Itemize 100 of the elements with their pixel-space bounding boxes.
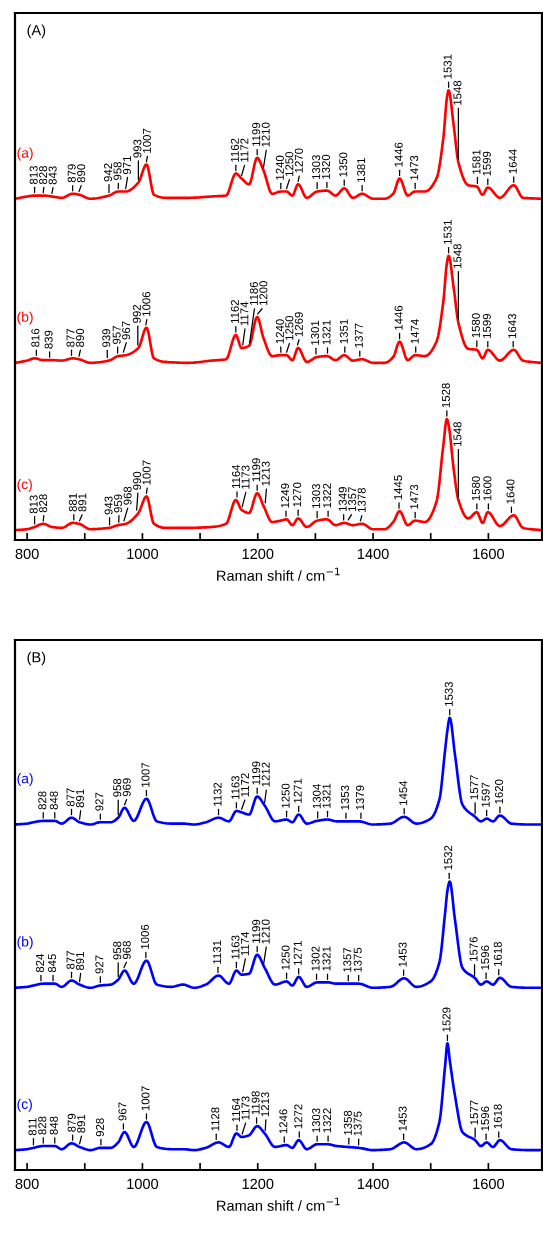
annotation: 839 bbox=[44, 330, 53, 349]
annotation: 1378 bbox=[357, 487, 366, 512]
annotation: 1358 bbox=[343, 1110, 352, 1135]
annotation: 1172 bbox=[240, 138, 249, 162]
annotation: 1474 bbox=[410, 319, 419, 344]
annotation: 939 bbox=[102, 329, 111, 347]
annotation: 891 bbox=[78, 493, 87, 512]
annotation: 1322 bbox=[323, 1108, 332, 1133]
annotation: 1210 bbox=[261, 122, 270, 147]
annotation: 1577 bbox=[470, 1100, 479, 1125]
annotation: 943 bbox=[104, 496, 113, 515]
annotation: 1164 bbox=[231, 1098, 241, 1122]
annotation: 1210 bbox=[261, 919, 270, 944]
annotation: 1599 bbox=[482, 151, 491, 176]
annotation: 928 bbox=[95, 1118, 104, 1137]
annotation: 1620 bbox=[494, 779, 503, 804]
annotation: 1199 bbox=[252, 761, 261, 785]
annotation: 828 bbox=[39, 494, 48, 513]
annotation: 1357 bbox=[343, 947, 352, 972]
x-axis-title: Raman shift / cm$^{−1}$ bbox=[217, 1197, 340, 1211]
annotation: 1597 bbox=[481, 782, 490, 807]
annotation: 1198 bbox=[251, 1091, 260, 1115]
annotation: 1357 bbox=[348, 487, 357, 512]
annotation: 1007 bbox=[141, 762, 150, 787]
annotation: 848 bbox=[49, 791, 58, 810]
annotation: 957 bbox=[112, 326, 121, 344]
annotation: 969 bbox=[122, 778, 131, 797]
annotation: 891 bbox=[77, 1114, 86, 1133]
x-tick-label: 1600 bbox=[473, 1178, 505, 1190]
annotation: 1213 bbox=[261, 1092, 270, 1117]
annotation: 1600 bbox=[483, 476, 492, 501]
annotation: 1321 bbox=[322, 783, 331, 808]
text: (a) bbox=[17, 147, 33, 161]
annotation: 1199 bbox=[252, 458, 261, 482]
annotation: 1007 bbox=[141, 1086, 150, 1111]
annotation: 824 bbox=[35, 954, 44, 973]
annotation: 1596 bbox=[481, 1106, 490, 1131]
annotation: 1453 bbox=[398, 942, 407, 967]
annotation: 1446 bbox=[394, 142, 403, 167]
annotation: 1349 bbox=[338, 487, 347, 512]
annotation: 1131 bbox=[212, 940, 222, 964]
annotation: 1643 bbox=[508, 313, 517, 338]
annotation: 1302 bbox=[311, 946, 320, 971]
annotation: 1528 bbox=[441, 383, 450, 408]
annotation: 816 bbox=[31, 328, 40, 347]
annotation: 1250 bbox=[281, 783, 290, 808]
annotation: 877 bbox=[66, 951, 75, 970]
annotation: 958 bbox=[113, 941, 122, 960]
annotation: 1454 bbox=[399, 780, 408, 805]
annotation: 1007 bbox=[142, 128, 151, 153]
x-tick-label: 1200 bbox=[242, 1178, 274, 1190]
x-tick-label: 1400 bbox=[357, 1178, 389, 1190]
annotation: 828 bbox=[38, 791, 47, 810]
annotation: 1272 bbox=[294, 1104, 303, 1129]
annotation: 1174 bbox=[241, 931, 249, 956]
annotation: 927 bbox=[95, 792, 104, 811]
x-tick-label: 1000 bbox=[127, 1178, 159, 1190]
annotation: 1580 bbox=[471, 313, 480, 338]
annotation: 990 bbox=[133, 471, 142, 490]
annotation: 1533 bbox=[444, 681, 453, 706]
annotation: 1350 bbox=[339, 152, 348, 177]
annotation: 848 bbox=[49, 1116, 58, 1135]
annotation: 1213 bbox=[261, 461, 270, 486]
annotation: 1271 bbox=[293, 941, 302, 966]
annotation: 1375 bbox=[353, 1111, 362, 1136]
annotation: 890 bbox=[77, 164, 86, 183]
annotation: 1128 bbox=[211, 1107, 220, 1131]
annotation: 1240 bbox=[275, 155, 284, 180]
annotation: 1303 bbox=[312, 1108, 321, 1133]
annotation: 1351 bbox=[339, 319, 348, 344]
annotation: 1321 bbox=[322, 946, 331, 971]
annotation: 877 bbox=[66, 328, 75, 347]
x-axis-title: Raman shift / cm$^{−1}$ bbox=[217, 567, 340, 581]
annotation: 1199 bbox=[252, 919, 261, 943]
annotation: 1240 bbox=[275, 319, 284, 344]
annotation: 1548 bbox=[453, 421, 462, 446]
annotation: 1006 bbox=[142, 291, 151, 316]
annotation: 891 bbox=[76, 952, 85, 971]
annotation: 1322 bbox=[323, 483, 332, 508]
annotation: 1548 bbox=[453, 244, 462, 268]
annotation: 1640 bbox=[506, 479, 515, 504]
x-tick-label: 800 bbox=[15, 548, 39, 560]
annotation: 813 bbox=[29, 166, 38, 185]
annotation: 813 bbox=[29, 495, 38, 514]
annotation: 1199 bbox=[252, 122, 261, 146]
annotation: 967 bbox=[118, 1102, 127, 1121]
annotation: 1173 bbox=[241, 1096, 250, 1120]
annotation: 1301 bbox=[310, 320, 320, 345]
annotation: 881 bbox=[68, 493, 77, 512]
annotation: 958 bbox=[113, 162, 122, 180]
annotation: 1132 bbox=[213, 782, 222, 806]
annotation: 1353 bbox=[340, 785, 350, 810]
annotation: 1446 bbox=[394, 305, 403, 330]
annotation: 1163 bbox=[231, 775, 240, 800]
text: (b) bbox=[17, 311, 33, 325]
x-tick-label: 800 bbox=[15, 1178, 39, 1190]
annotation: 845 bbox=[48, 954, 57, 973]
annotation: 968 bbox=[123, 486, 132, 505]
annotation: 1164 bbox=[231, 464, 241, 489]
annotation: 1599 bbox=[482, 314, 491, 338]
